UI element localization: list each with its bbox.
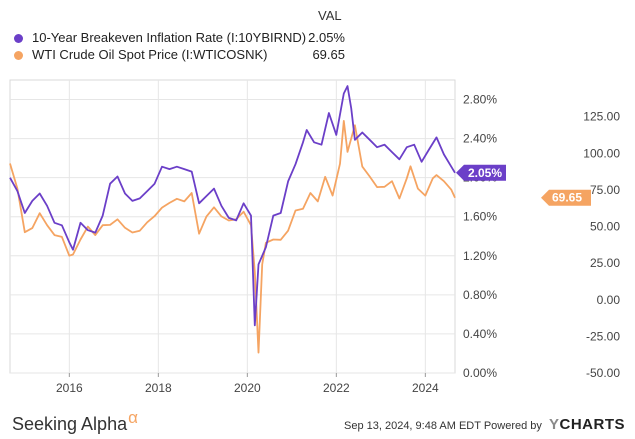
x-axis-tick-label: 2018 [145,381,172,395]
breakeven-last-value: 2.05% [468,166,502,180]
wti-last-value: 69.65 [552,191,582,205]
wti-flag [541,189,591,206]
legend-label: 10-Year Breakeven Inflation Rate (I:10YB… [32,30,307,45]
right-axis-tick-label: -25.00 [586,329,620,343]
right-axis-tick-label: 25.00 [590,256,620,270]
chart-legend: VAL 10-Year Breakeven Inflation Rate (I:… [0,0,635,62]
left-axis-tick-label: 0.00% [463,366,497,380]
legend-value-header: VAL [318,8,342,23]
legend-label: WTI Crude Oil Spot Price (I:WTICOSNK) [32,47,268,62]
legend-item-breakeven[interactable]: 10-Year Breakeven Inflation Rate (I:10YB… [0,30,635,48]
left-axis-tick-label: 1.60% [463,210,497,224]
ycharts-logo: YCHARTS [549,416,625,433]
left-axis-tick-label: 0.80% [463,288,497,302]
seeking-alpha-wordmark: Seeking Alpha [12,414,128,434]
left-axis-tick-label: 1.20% [463,249,497,263]
right-axis-tick-label: 125.00 [583,110,620,124]
right-axis-tick-label: 100.00 [583,146,620,160]
legend-value: 69.65 [312,47,345,62]
ycharts-wordmark: CHARTS [559,416,625,433]
series-line-breakeven [9,85,456,327]
line-chart[interactable]: 2.80%2.40%2.00%1.60%1.20%0.80%0.40%0.00%… [0,0,635,405]
series-color-dot [14,51,23,60]
right-axis-tick-label: 50.00 [590,220,620,234]
x-axis-tick-label: 2022 [323,381,350,395]
series-color-dot [14,34,23,43]
breakeven-flag [456,164,506,181]
left-axis-tick-label: 2.80% [463,93,497,107]
seeking-alpha-logo: Seeking Alphaα [12,408,138,435]
alpha-icon: α [128,408,138,427]
left-axis-tick-label: 2.40% [463,132,497,146]
right-axis-tick-label: -50.00 [586,366,620,380]
legend-item-wti[interactable]: WTI Crude Oil Spot Price (I:WTICOSNK) 69… [0,47,635,65]
legend-value: 2.05% [308,30,345,45]
ycharts-y-icon: Y [548,416,560,433]
powered-by-text: Powered by [483,420,542,432]
chart-timestamp: Sep 13, 2024, 9:48 AM EDT [343,420,481,432]
x-axis-tick-label: 2024 [412,381,439,395]
chart-footer: Sep 13, 2024, 9:48 AM EDT Powered by YCH… [344,416,625,433]
x-axis-tick-label: 2020 [234,381,261,395]
left-axis-tick-label: 0.40% [463,327,497,341]
right-axis-tick-label: 0.00 [597,293,621,307]
x-axis-tick-label: 2016 [56,381,83,395]
right-axis-tick-label: 75.00 [590,183,620,197]
plot-area [9,79,456,374]
